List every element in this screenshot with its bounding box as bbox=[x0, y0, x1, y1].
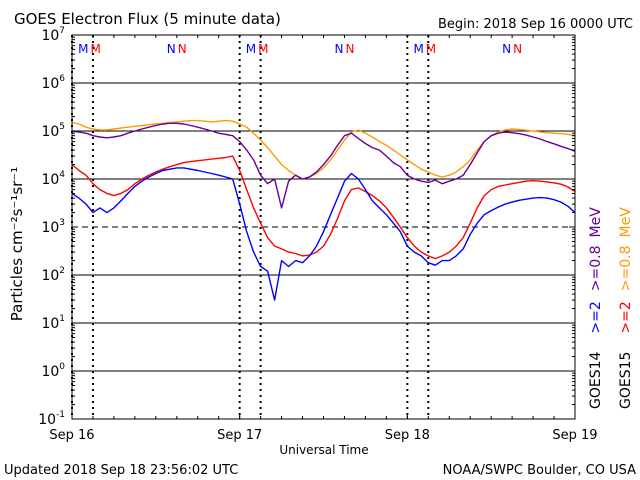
x-tick-label: Sep 17 bbox=[217, 428, 262, 443]
x-tick-label: Sep 19 bbox=[552, 428, 597, 443]
y-tick-label: 105 bbox=[41, 122, 65, 140]
x-tick-label: Sep 16 bbox=[49, 428, 94, 443]
series-line bbox=[71, 119, 576, 180]
y-axis-label: Particles cm⁻²s⁻¹sr⁻¹ bbox=[8, 167, 26, 321]
x-axis-ticks: Sep 16 Sep 17 Sep 18 Sep 19 bbox=[49, 35, 598, 443]
series-line bbox=[71, 122, 576, 209]
x-axis-label: Universal Time bbox=[279, 443, 368, 457]
y-tick-label: 100 bbox=[41, 362, 65, 380]
updated-timestamp: Updated 2018 Sep 18 23:56:02 UTC bbox=[4, 463, 238, 478]
x-tick-label: Sep 18 bbox=[385, 428, 430, 443]
y-tick-label: 103 bbox=[41, 218, 65, 236]
y-tick-label: 101 bbox=[41, 314, 65, 332]
y-axis-ticks: 107 106 105 104 103 102 101 100 10-1 bbox=[38, 26, 575, 428]
chart-title: GOES Electron Flux (5 minute data) bbox=[14, 10, 281, 28]
legend-group: GOES15>=2>=0.8MeV bbox=[618, 207, 634, 409]
begin-time-label: Begin: 2018 Sep 16 0000 UTC bbox=[438, 17, 633, 32]
flux-series bbox=[71, 119, 576, 301]
y-tick-label: 106 bbox=[41, 74, 65, 92]
legend: GOES14>=2>=0.8MeV GOES15>=2>=0.8MeV bbox=[588, 207, 634, 409]
y-tick-label: 102 bbox=[41, 266, 65, 284]
y-tick-label: 107 bbox=[41, 26, 65, 44]
y-tick-label: 10-1 bbox=[38, 410, 65, 428]
legend-group: GOES14>=2>=0.8MeV bbox=[588, 207, 604, 409]
source-credit: NOAA/SWPC Boulder, CO USA bbox=[443, 463, 636, 478]
y-tick-label: 104 bbox=[41, 170, 65, 188]
series-line bbox=[71, 167, 576, 301]
series-line bbox=[71, 155, 576, 260]
grid-lines bbox=[72, 82, 575, 372]
